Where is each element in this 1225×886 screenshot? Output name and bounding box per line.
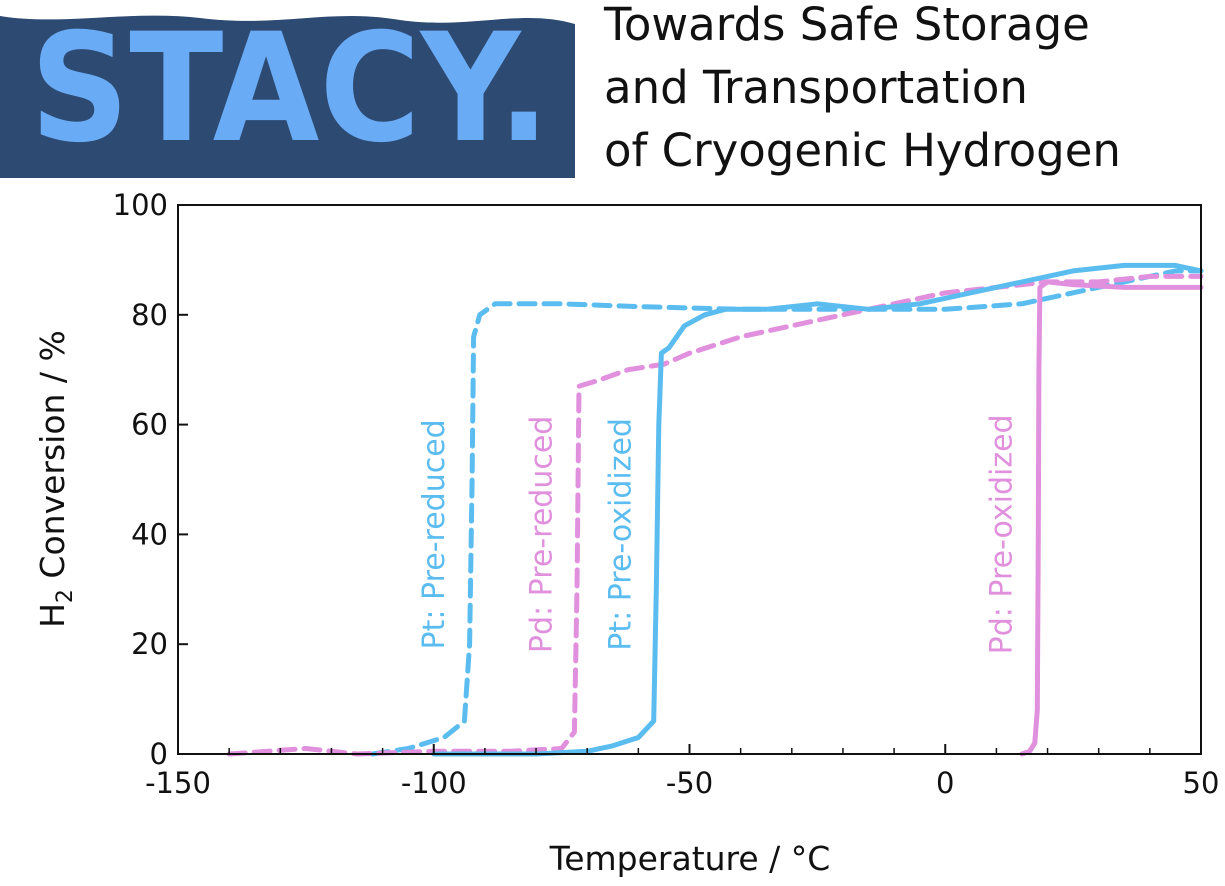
curve-label: Pt: Pre-reduced [417,419,452,649]
stacy-logo-banner: STACY. [0,0,575,178]
y-axis-title-rest: Conversion / % [33,330,72,589]
headline-line-3: of Cryogenic Hydrogen [604,124,1121,177]
logo-text: STACY. [30,2,550,176]
y-axis-title-h: H [33,603,72,628]
y-tick-label: 60 [131,408,168,442]
curve-label: Pd: Pre-reduced [524,416,559,653]
headline-line-1: Towards Safe Storage [604,0,1090,51]
x-tick-label: -100 [401,766,467,800]
conversion-chart: Pt: Pre-reduced Pd: Pre-reduced Pt: Pre-ox… [33,188,1220,878]
series-line-3 [1019,279,1204,757]
y-axis-title: H2 Conversion / % [33,330,78,628]
curve-label: Pt: Pre-oxidized [604,418,639,651]
curve-label: Pd: Pre-oxidized [985,414,1020,654]
banner-background [0,0,575,178]
series-line-1 [226,273,1204,757]
curve-labels: Pt: Pre-reduced Pd: Pre-reduced Pt: Pre-ox… [417,414,1020,654]
headline-line-2: and Transportation [604,61,1028,114]
y-tick-label: 20 [131,627,168,661]
banner-wave [0,0,575,24]
y-tick-label: 100 [113,188,168,222]
y-axis-title-subscript: 2 [53,589,78,603]
plot-frame [177,204,1202,755]
y-tick-label: 0 [150,737,168,771]
x-tick-label: -50 [666,766,713,800]
y-tick-label: 80 [131,298,168,332]
ticks-layer: -150 -100 -50 0 50 0 20 40 60 80 100 [113,188,1220,800]
series-line-0 [369,268,1204,757]
series-line-2 [431,262,1204,757]
x-tick-label: -150 [145,766,211,800]
y-tick-label: 40 [131,517,168,551]
series-layer [226,262,1204,757]
x-axis-title: Temperature / °C [549,839,831,878]
x-tick-label: 0 [936,766,954,800]
x-tick-label: 50 [1183,766,1220,800]
